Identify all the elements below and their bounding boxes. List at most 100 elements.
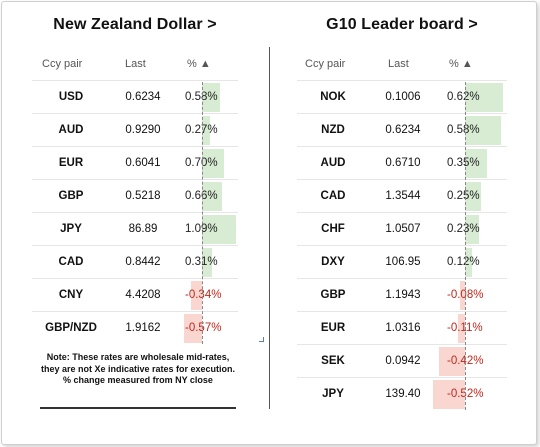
ccy-pair-cell: GBP/NZD [45, 322, 97, 334]
table-row[interactable]: NZD 0.6234 0.58% [297, 113, 507, 146]
pct-change-cell: 0.35% [447, 157, 480, 169]
change-bar [460, 281, 465, 310]
ccy-pair-cell: CAD [320, 190, 346, 202]
table-row[interactable]: AUD 0.9290 0.27% [32, 113, 238, 146]
table-row[interactable]: AUD 0.6710 0.35% [297, 146, 507, 179]
ccy-pair-cell: CNY [58, 289, 84, 301]
table-row[interactable]: DXY 106.95 0.12% [297, 245, 507, 278]
change-bar [184, 314, 202, 343]
change-bar [202, 248, 212, 277]
table-row[interactable]: EUR 1.0316 -0.11% [297, 311, 507, 344]
table-row[interactable]: SEK 0.0942 -0.42% [297, 344, 507, 377]
pct-change-cell: 0.27% [185, 124, 218, 136]
change-bar [191, 281, 202, 310]
ccy-pair-cell: EUR [320, 322, 346, 334]
change-bar [465, 83, 504, 112]
note-divider [40, 407, 236, 409]
last-rate-cell: 0.6234 [385, 124, 421, 136]
last-rate-cell: 86.89 [128, 223, 158, 235]
header-ccy-pair[interactable]: Ccy pair [305, 58, 346, 70]
g10-panel-title[interactable]: G10 Leader board > [326, 16, 478, 33]
ccy-pair-cell: CHF [321, 223, 345, 235]
table-row[interactable]: JPY 86.89 1.09% [32, 212, 238, 245]
last-rate-cell: 1.0316 [385, 322, 421, 334]
change-bar [202, 116, 211, 145]
change-bar [438, 347, 465, 376]
change-bar [202, 83, 220, 112]
rates-note: Note: These rates are wholesale mid-rate… [38, 352, 238, 387]
last-rate-cell: 1.3544 [385, 190, 421, 202]
pct-change-cell: 0.12% [447, 256, 480, 268]
pct-change-cell: 0.31% [185, 256, 218, 268]
change-bar [465, 248, 473, 277]
change-bar [465, 116, 501, 145]
last-rate-cell: 0.9290 [125, 124, 161, 136]
table-row[interactable]: CAD 1.3544 0.25% [297, 179, 507, 212]
pct-change-cell: 0.23% [447, 223, 480, 235]
zero-line [465, 82, 466, 410]
table-row[interactable]: EUR 0.6041 0.70% [32, 146, 238, 179]
ccy-pair-cell: NZD [321, 124, 345, 136]
ccy-pair-cell: USD [58, 91, 84, 103]
table-row[interactable]: CAD 0.8442 0.31% [32, 245, 238, 278]
last-rate-cell: 0.0942 [385, 355, 421, 367]
last-rate-cell: 139.40 [385, 388, 421, 400]
header-pct-change[interactable]: % ▲ [449, 58, 473, 70]
change-bar [465, 182, 481, 211]
header-pct-change[interactable]: % ▲ [187, 58, 211, 70]
table-row[interactable]: GBP 1.1943 -0.08% [297, 278, 507, 311]
table-row[interactable]: CNY 4.4208 -0.34% [32, 278, 238, 311]
last-rate-cell: 0.8442 [125, 256, 161, 268]
zero-line [202, 82, 203, 344]
change-bar [465, 215, 480, 244]
panel-divider [269, 47, 270, 409]
ccy-pair-cell: EUR [58, 157, 84, 169]
ccy-pair-cell: SEK [321, 355, 345, 367]
pct-change-cell: -0.34% [185, 289, 222, 301]
change-bar [465, 149, 487, 178]
resize-handle-icon[interactable] [259, 337, 264, 342]
header-last[interactable]: Last [125, 58, 146, 70]
last-rate-cell: 1.0507 [385, 223, 421, 235]
last-rate-cell: 1.9162 [125, 322, 161, 334]
change-bar [458, 314, 465, 343]
last-rate-cell: 4.4208 [125, 289, 161, 301]
ccy-pair-cell: CAD [58, 256, 84, 268]
change-bar [432, 380, 465, 409]
pct-change-cell: 0.58% [447, 124, 480, 136]
last-rate-cell: 0.6234 [125, 91, 161, 103]
table-row[interactable]: JPY 139.40 -0.52% [297, 377, 507, 410]
nzd-table-header: Ccy pair Last % ▲ [32, 52, 238, 76]
ccy-pair-cell: NOK [320, 91, 346, 103]
pct-change-cell: 1.09% [185, 223, 218, 235]
ccy-pair-cell: GBP [320, 289, 346, 301]
pct-change-cell: 0.70% [185, 157, 218, 169]
note-disclaimer: Note: These rates are wholesale mid-rate… [40, 352, 236, 374]
ccy-pair-cell: JPY [322, 388, 344, 400]
table-row[interactable]: NOK 0.1006 0.62% [297, 80, 507, 113]
header-last[interactable]: Last [388, 58, 409, 70]
last-rate-cell: 1.1943 [385, 289, 421, 301]
last-rate-cell: 0.6710 [385, 157, 421, 169]
table-row[interactable]: GBP/NZD 1.9162 -0.57% [32, 311, 238, 344]
pct-change-cell: 0.58% [185, 91, 218, 103]
change-bar [202, 149, 224, 178]
nzd-panel-title[interactable]: New Zealand Dollar > [53, 16, 217, 33]
table-row[interactable]: USD 0.6234 0.58% [32, 80, 238, 113]
table-row[interactable]: GBP 0.5218 0.66% [32, 179, 238, 212]
ccy-pair-cell: AUD [320, 157, 346, 169]
pct-change-cell: 0.25% [447, 190, 480, 202]
ccy-pair-cell: DXY [321, 256, 345, 268]
g10-table-header: Ccy pair Last % ▲ [297, 52, 507, 76]
header-ccy-pair[interactable]: Ccy pair [42, 58, 83, 70]
last-rate-cell: 0.6041 [125, 157, 161, 169]
ccy-pair-cell: GBP [58, 190, 84, 202]
table-row[interactable]: CHF 1.0507 0.23% [297, 212, 507, 245]
last-rate-cell: 106.95 [385, 256, 421, 268]
last-rate-cell: 0.5218 [125, 190, 161, 202]
last-rate-cell: 0.1006 [385, 91, 421, 103]
ccy-pair-cell: AUD [58, 124, 84, 136]
change-bar [202, 182, 223, 211]
ccy-pair-cell: JPY [60, 223, 82, 235]
